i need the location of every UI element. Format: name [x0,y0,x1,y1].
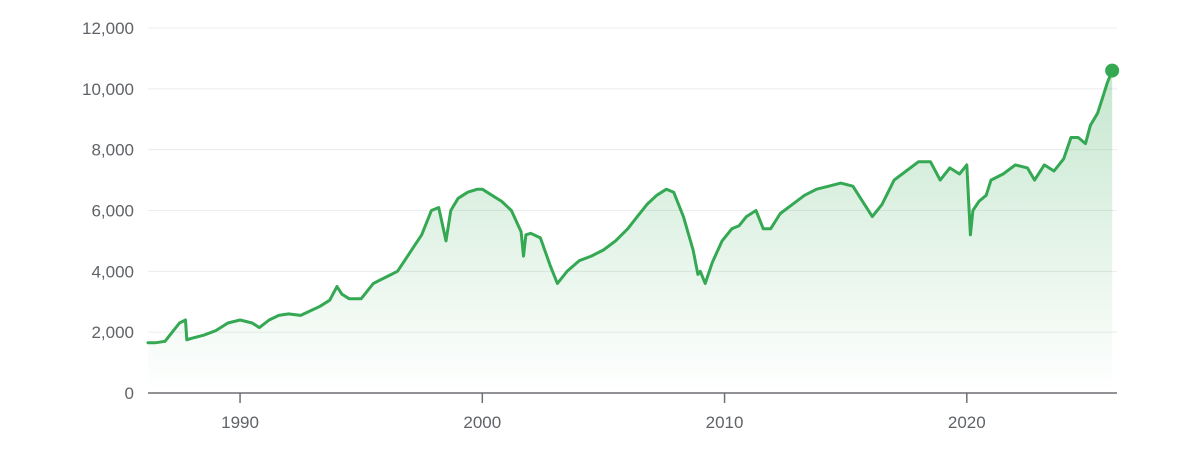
y-tick-label: 0 [125,384,134,403]
area-fill [148,70,1113,393]
x-tick-label: 2010 [706,413,744,432]
y-tick-label: 6,000 [91,202,134,221]
x-axis [148,392,1117,403]
x-tick-label: 1990 [221,413,259,432]
x-tick-label: 2020 [948,413,986,432]
y-axis-labels: 0 2,000 4,000 6,000 8,000 10,000 12,000 [82,19,134,403]
y-tick-label: 10,000 [82,80,134,99]
end-marker-layer [1105,63,1120,78]
series-line [146,69,1114,345]
y-tick-label: 2,000 [91,323,134,342]
y-tick-label: 12,000 [82,19,134,38]
area-fill-layer [148,70,1113,393]
y-tick-label: 8,000 [91,141,134,160]
end-point-marker[interactable] [1105,63,1120,78]
x-tick-label: 2000 [463,413,501,432]
series-line-layer [146,69,1114,345]
x-axis-labels: 1990 2000 2010 2020 [221,413,986,432]
y-tick-label: 4,000 [91,262,134,281]
